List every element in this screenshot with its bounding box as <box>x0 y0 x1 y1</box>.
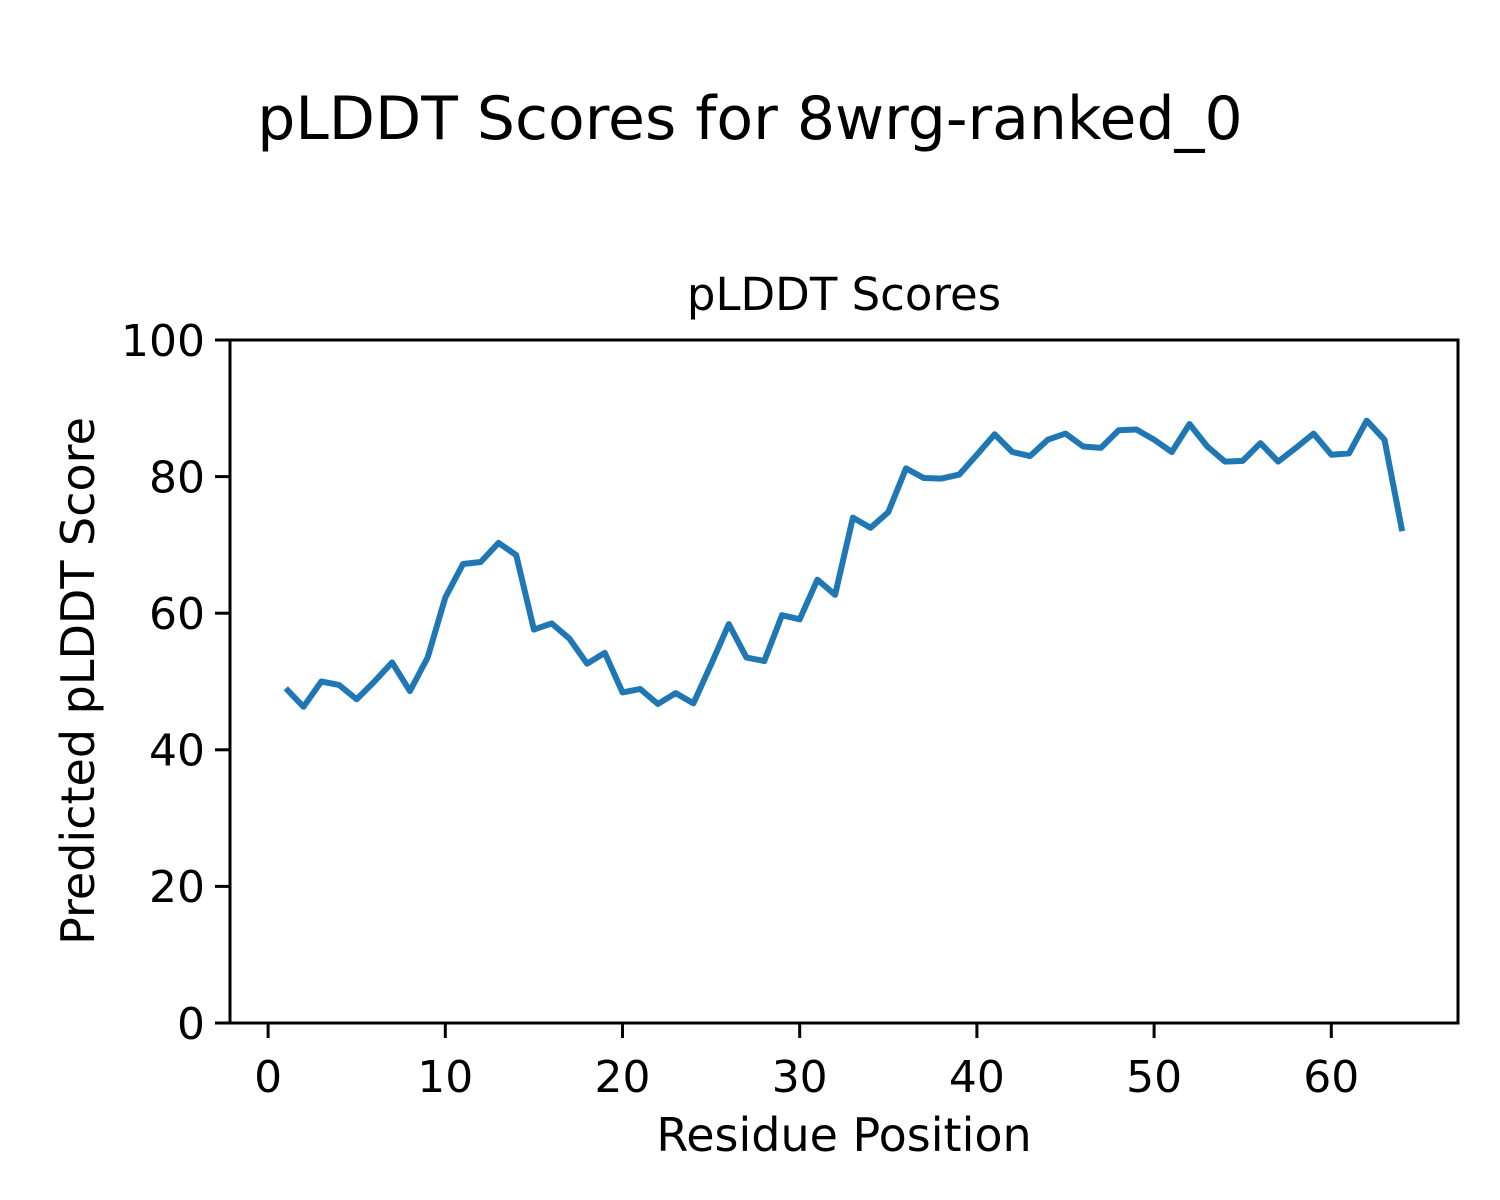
axes-title: pLDDT Scores <box>686 268 1002 321</box>
x-tick-label: 40 <box>949 1052 1005 1103</box>
y-tick-label: 100 <box>121 316 205 367</box>
axes-spines <box>228 338 1460 1025</box>
x-tick-label: 0 <box>254 1052 282 1103</box>
x-tick-label: 60 <box>1303 1052 1359 1103</box>
figure-title: pLDDT Scores for 8wrg-ranked_0 <box>257 84 1243 154</box>
x-tick-label: 30 <box>772 1052 828 1103</box>
y-tick-label: 20 <box>149 862 205 913</box>
y-tick-label: 0 <box>177 999 205 1050</box>
x-tick-label: 10 <box>417 1052 473 1103</box>
x-tick-label: 50 <box>1126 1052 1182 1103</box>
y-tick-label: 40 <box>149 726 205 777</box>
x-tick-label: 20 <box>594 1052 650 1103</box>
y-tick-label: 80 <box>149 452 205 503</box>
x-axis-label: Residue Position <box>656 1108 1032 1162</box>
y-tick-label: 60 <box>149 589 205 640</box>
plddt-line <box>283 417 1406 710</box>
